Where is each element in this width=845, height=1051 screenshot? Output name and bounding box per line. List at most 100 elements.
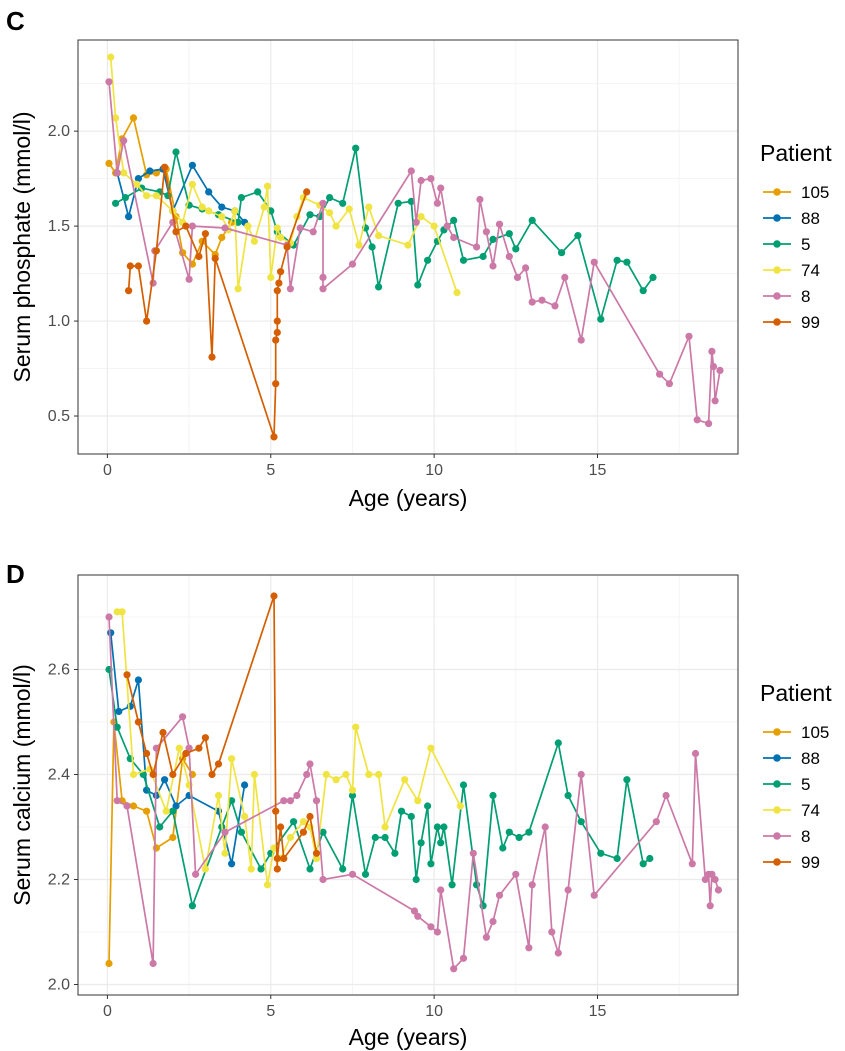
data-point-8: [319, 273, 327, 281]
data-point-105: [129, 114, 138, 122]
data-point-5: [577, 818, 585, 826]
data-point-74: [375, 232, 383, 240]
data-point-8: [293, 791, 301, 800]
data-point-8: [662, 791, 670, 800]
data-point-99: [272, 336, 280, 344]
data-point-74: [430, 222, 438, 230]
data-point-8: [512, 870, 520, 878]
data-point-8: [554, 949, 562, 957]
data-point-74: [332, 222, 340, 230]
data-point-8: [708, 870, 716, 878]
legend-item-99: 99: [763, 313, 820, 332]
panel-c: C 0 5 10 15 0.5 1.0 1.5 2.0 Age (years) Serum …: [6, 6, 832, 511]
data-point-88: [228, 860, 236, 868]
legend-label: 88: [801, 749, 820, 768]
data-point-99: [270, 592, 278, 600]
y-tick-label: 2.2: [48, 872, 70, 889]
y-tick-label: 2.6: [48, 662, 70, 679]
data-point-5: [368, 243, 376, 251]
legend-label: 105: [801, 183, 829, 202]
x-tick-label: 5: [266, 1003, 275, 1020]
legend-key-point: [773, 806, 781, 814]
legend-label: 74: [801, 801, 820, 820]
data-point-8: [427, 923, 435, 931]
data-point-88: [188, 161, 196, 169]
legend-key-point: [773, 832, 781, 840]
data-point-5: [339, 865, 347, 873]
data-point-74: [260, 203, 268, 211]
data-point-8: [538, 296, 546, 304]
data-point-74: [286, 833, 294, 842]
data-point-8: [495, 891, 504, 899]
data-point-105: [218, 233, 226, 242]
data-point-8: [551, 302, 559, 310]
panel-c-y-axis: 0.5 1.0 1.5 2.0: [48, 123, 78, 425]
data-point-74: [453, 289, 461, 297]
data-point-88: [115, 707, 123, 716]
data-point-99: [272, 807, 280, 815]
data-point-8: [705, 420, 713, 428]
data-point-99: [195, 252, 203, 261]
data-point-74: [231, 207, 239, 215]
legend-item-5: 5: [763, 235, 810, 254]
data-point-8: [495, 220, 504, 228]
data-point-99: [195, 744, 203, 752]
data-point-8: [590, 258, 598, 266]
data-point-74: [263, 881, 272, 889]
data-point-5: [254, 188, 262, 196]
data-point-5: [172, 148, 180, 156]
data-point-74: [162, 807, 170, 815]
data-point-5: [440, 823, 448, 831]
legend-key-point: [773, 754, 781, 762]
data-point-5: [412, 875, 420, 884]
data-point-74: [250, 237, 258, 245]
data-point-8: [188, 222, 196, 230]
data-point-74: [133, 180, 141, 188]
data-point-8: [688, 860, 696, 868]
legend-label: 105: [801, 723, 829, 742]
data-point-5: [479, 252, 487, 261]
data-point-8: [105, 613, 113, 621]
data-point-99: [299, 828, 307, 836]
data-point-5: [424, 802, 432, 810]
data-point-5: [505, 828, 513, 836]
data-point-5: [306, 865, 314, 873]
legend-item-88: 88: [763, 749, 820, 768]
data-point-5: [623, 776, 631, 784]
data-point-5: [448, 881, 456, 889]
data-point-8: [286, 797, 294, 805]
legend-key-point: [773, 240, 781, 248]
data-point-74: [120, 169, 128, 177]
data-point-8: [437, 184, 445, 192]
data-point-74: [414, 797, 422, 805]
data-point-74: [342, 770, 350, 779]
data-point-5: [613, 854, 621, 863]
legend-item-5: 5: [763, 775, 810, 794]
data-point-74: [221, 849, 229, 857]
data-point-5: [339, 199, 347, 207]
data-point-74: [326, 209, 334, 217]
data-point-5: [326, 194, 334, 202]
series-99: [123, 592, 321, 873]
data-point-8: [414, 912, 422, 920]
data-point-74: [381, 823, 389, 831]
data-point-99: [143, 749, 151, 758]
data-point-74: [241, 812, 249, 821]
data-point-5: [375, 283, 383, 291]
data-point-99: [169, 770, 177, 779]
data-point-8: [528, 881, 536, 889]
data-point-5: [394, 199, 402, 207]
data-point-99: [126, 262, 134, 270]
data-point-5: [156, 823, 164, 831]
data-point-5: [499, 844, 507, 852]
data-point-105: [143, 807, 151, 815]
legend-key-point: [773, 266, 781, 274]
data-point-8: [577, 336, 585, 344]
data-point-8: [286, 285, 294, 293]
legend-item-88: 88: [763, 209, 820, 228]
legend-item-105: 105: [763, 183, 829, 202]
legend-item-99: 99: [763, 853, 820, 872]
data-point-99: [201, 230, 209, 238]
panel-c-legend-title: Patient: [760, 140, 832, 166]
